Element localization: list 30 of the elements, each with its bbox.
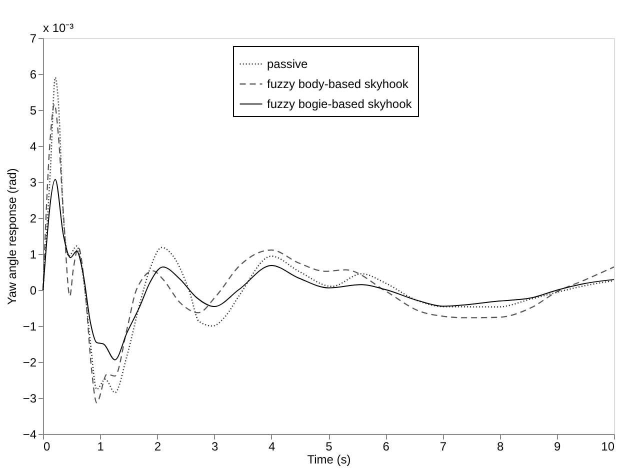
- x-tick-label: 9: [554, 440, 562, 454]
- y-tick-label: 2: [30, 212, 37, 226]
- x-tick-label: 8: [496, 440, 504, 454]
- legend-label: fuzzy body-based skyhook: [267, 77, 410, 91]
- legend-label: fuzzy bogie-based skyhook: [267, 97, 413, 111]
- x-tick-label: 1: [97, 440, 104, 454]
- x-tick-label: 7: [440, 440, 447, 454]
- y-axis-title: Yaw angle response (rad): [4, 168, 19, 305]
- y-tick-label: 5: [30, 104, 37, 118]
- x-tick-label: 6: [382, 440, 390, 454]
- y-tick-label: 0: [30, 284, 37, 298]
- y-tick-label: −2: [22, 356, 37, 370]
- x-tick-label: 0: [44, 440, 50, 454]
- legend-label: passive: [267, 57, 308, 71]
- x-tick-label: 10: [601, 440, 615, 454]
- line-series: [42, 178, 614, 360]
- x-tick-label: 3: [211, 440, 218, 454]
- x-tick-label: 2: [154, 440, 162, 454]
- y-tick-label: 7: [30, 32, 37, 46]
- text: x 10⁻³: [43, 21, 74, 35]
- y-tick-label: 3: [30, 176, 37, 190]
- x-tick-label: 4: [268, 440, 276, 454]
- y-tick-label: 4: [30, 140, 37, 154]
- x-axis-title: Time (s): [307, 452, 351, 466]
- y-tick-label: 1: [30, 248, 37, 262]
- y-tick-label: −4: [22, 428, 37, 442]
- y-tick-label: −1: [22, 320, 37, 334]
- y-tick-label: 6: [30, 68, 37, 82]
- x-tick-label: 5: [326, 440, 333, 454]
- y-tick-label: −3: [22, 392, 37, 406]
